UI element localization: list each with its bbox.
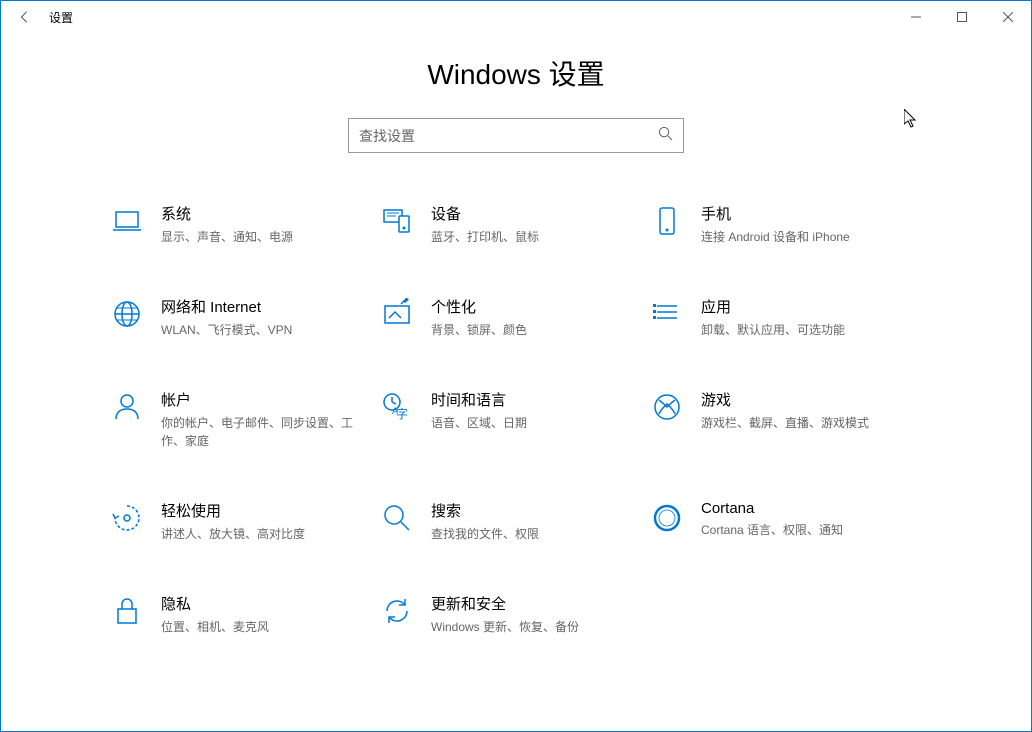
category-title: 更新和安全 (431, 593, 641, 614)
xbox-icon (651, 391, 683, 423)
maximize-button[interactable] (939, 1, 985, 33)
category-desc: 显示、声音、通知、电源 (161, 228, 371, 246)
category-title: 隐私 (161, 593, 371, 614)
category-title: 设备 (431, 203, 641, 224)
content-area: Windows 设置 系统 显示、声音、通知、电源 设备 蓝牙、打 (1, 33, 1031, 731)
category-network[interactable]: 网络和 Internet WLAN、飞行模式、VPN (111, 296, 381, 339)
ease-of-access-icon (111, 502, 143, 534)
lock-icon (111, 595, 143, 627)
laptop-icon (111, 205, 143, 237)
category-privacy[interactable]: 隐私 位置、相机、麦克风 (111, 593, 381, 636)
close-button[interactable] (985, 1, 1031, 33)
category-title: 手机 (701, 203, 911, 224)
category-gaming[interactable]: 游戏 游戏栏、截屏、直播、游戏模式 (651, 389, 921, 450)
category-desc: WLAN、飞行模式、VPN (161, 321, 371, 339)
category-text: 时间和语言 语音、区域、日期 (431, 389, 651, 432)
category-desc: 蓝牙、打印机、鼠标 (431, 228, 641, 246)
category-search[interactable]: 搜索 查找我的文件、权限 (381, 500, 651, 543)
phone-icon (651, 205, 683, 237)
globe-icon (111, 298, 143, 330)
category-desc: 游戏栏、截屏、直播、游戏模式 (701, 414, 911, 432)
person-icon (111, 391, 143, 423)
minimize-button[interactable] (893, 1, 939, 33)
page-title: Windows 设置 (1, 53, 1031, 93)
personalization-icon (381, 298, 413, 330)
devices-icon (381, 205, 413, 237)
window-controls (893, 1, 1031, 33)
category-personalization[interactable]: 个性化 背景、锁屏、颜色 (381, 296, 651, 339)
category-title: 游戏 (701, 389, 911, 410)
search-icon (658, 126, 673, 146)
category-time[interactable]: 字A 时间和语言 语音、区域、日期 (381, 389, 651, 450)
category-desc: 卸载、默认应用、可选功能 (701, 321, 911, 339)
search-input[interactable] (359, 128, 658, 144)
category-devices[interactable]: 设备 蓝牙、打印机、鼠标 (381, 203, 651, 246)
category-title: 帐户 (161, 389, 371, 410)
categories-grid: 系统 显示、声音、通知、电源 设备 蓝牙、打印机、鼠标 手机 连接 Androi… (66, 203, 966, 676)
svg-text:A: A (392, 406, 398, 416)
category-desc: 背景、锁屏、颜色 (431, 321, 641, 339)
category-text: Cortana Cortana 语言、权限、通知 (701, 500, 921, 539)
category-desc: Windows 更新、恢复、备份 (431, 618, 641, 636)
search-container (1, 118, 1031, 153)
category-cortana[interactable]: Cortana Cortana 语言、权限、通知 (651, 500, 921, 543)
category-text: 隐私 位置、相机、麦克风 (161, 593, 381, 636)
category-title: 搜索 (431, 500, 641, 521)
titlebar: 设置 (1, 1, 1031, 33)
category-text: 轻松使用 讲述人、放大镜、高对比度 (161, 500, 381, 543)
back-button[interactable] (9, 1, 41, 33)
category-desc: 语音、区域、日期 (431, 414, 641, 432)
category-text: 帐户 你的帐户、电子邮件、同步设置、工作、家庭 (161, 389, 381, 450)
category-text: 手机 连接 Android 设备和 iPhone (701, 203, 921, 246)
window-title: 设置 (49, 9, 73, 26)
search-category-icon (381, 502, 413, 534)
category-title: Cortana (701, 500, 911, 517)
category-desc: 位置、相机、麦克风 (161, 618, 371, 636)
cortana-icon (651, 502, 683, 534)
category-desc: 查找我的文件、权限 (431, 525, 641, 543)
category-title: 应用 (701, 296, 911, 317)
time-language-icon: 字A (381, 391, 413, 423)
category-text: 设备 蓝牙、打印机、鼠标 (431, 203, 651, 246)
category-text: 游戏 游戏栏、截屏、直播、游戏模式 (701, 389, 921, 432)
category-system[interactable]: 系统 显示、声音、通知、电源 (111, 203, 381, 246)
category-text: 应用 卸载、默认应用、可选功能 (701, 296, 921, 339)
category-ease[interactable]: 轻松使用 讲述人、放大镜、高对比度 (111, 500, 381, 543)
category-desc: 讲述人、放大镜、高对比度 (161, 525, 371, 543)
category-text: 网络和 Internet WLAN、飞行模式、VPN (161, 296, 381, 339)
category-desc: 你的帐户、电子邮件、同步设置、工作、家庭 (161, 414, 371, 450)
category-text: 更新和安全 Windows 更新、恢复、备份 (431, 593, 651, 636)
search-box[interactable] (348, 118, 684, 153)
category-desc: 连接 Android 设备和 iPhone (701, 228, 911, 246)
category-title: 时间和语言 (431, 389, 641, 410)
category-title: 网络和 Internet (161, 296, 371, 317)
category-update[interactable]: 更新和安全 Windows 更新、恢复、备份 (381, 593, 651, 636)
category-phone[interactable]: 手机 连接 Android 设备和 iPhone (651, 203, 921, 246)
category-text: 搜索 查找我的文件、权限 (431, 500, 651, 543)
category-text: 系统 显示、声音、通知、电源 (161, 203, 381, 246)
update-icon (381, 595, 413, 627)
category-desc: Cortana 语言、权限、通知 (701, 521, 911, 539)
apps-icon (651, 298, 683, 330)
category-title: 轻松使用 (161, 500, 371, 521)
category-title: 系统 (161, 203, 371, 224)
category-title: 个性化 (431, 296, 641, 317)
category-apps[interactable]: 应用 卸载、默认应用、可选功能 (651, 296, 921, 339)
category-accounts[interactable]: 帐户 你的帐户、电子邮件、同步设置、工作、家庭 (111, 389, 381, 450)
category-text: 个性化 背景、锁屏、颜色 (431, 296, 651, 339)
